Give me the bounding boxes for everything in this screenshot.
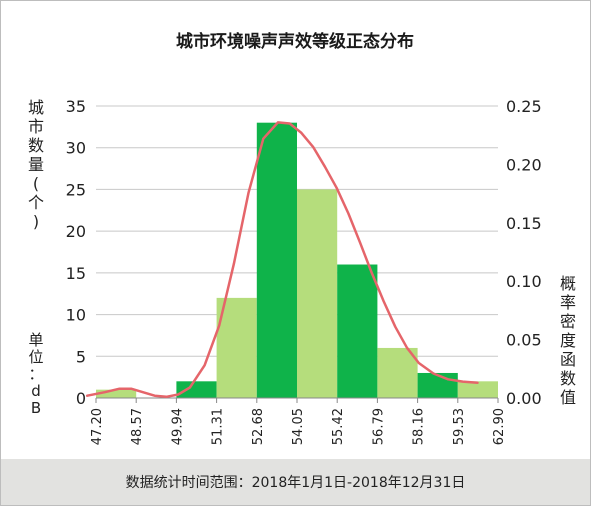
y-axis-left-label-char: 数 bbox=[28, 136, 44, 155]
x-tick-label: 62.90 bbox=[492, 408, 507, 445]
x-tick-label: 56.79 bbox=[371, 408, 386, 445]
y-tick-left-label: 0 bbox=[76, 389, 86, 408]
x-tick-label: 52.68 bbox=[251, 408, 266, 445]
y-tick-left-label: 5 bbox=[76, 347, 86, 366]
y-axis-right-label-char: 函 bbox=[560, 350, 576, 369]
y-tick-right-label: 0.15 bbox=[506, 214, 542, 233]
histogram-bar bbox=[176, 381, 217, 398]
histogram-bar bbox=[337, 264, 378, 398]
x-tick-label: 58.16 bbox=[412, 408, 427, 445]
y-tick-right-label: 0.25 bbox=[506, 97, 542, 116]
x-tick-label: 55.42 bbox=[331, 408, 346, 445]
chart-title: 城市环境噪声声效等级正态分布 bbox=[176, 31, 414, 52]
y-axis-right-label-char: 度 bbox=[560, 331, 576, 350]
y-axis-unit-label-char: B bbox=[31, 399, 41, 417]
y-axis-left-label-char: 量 bbox=[28, 155, 44, 174]
y-axis-right-label-char: 数 bbox=[560, 369, 576, 388]
y-tick-right-label: 0.10 bbox=[506, 272, 542, 291]
density-curve bbox=[85, 121, 479, 399]
y-axis-right-label-char: 密 bbox=[560, 312, 576, 331]
y-axis-unit-label-char: d bbox=[31, 382, 41, 400]
y-tick-left-label: 35 bbox=[66, 97, 86, 116]
y-axis-left-label-char: ) bbox=[33, 212, 39, 231]
y-axis-left-label-char: 城 bbox=[28, 98, 44, 117]
y-axis-right-label-char: 率 bbox=[560, 293, 576, 312]
y-axis-left-label-char: 市 bbox=[28, 117, 44, 136]
histogram-bar bbox=[256, 122, 297, 398]
histogram-bar bbox=[457, 381, 498, 398]
y-tick-left-label: 10 bbox=[66, 306, 86, 325]
x-tick-label: 54.05 bbox=[291, 408, 306, 445]
y-tick-left-label: 30 bbox=[66, 139, 86, 158]
chart-svg: 城市环境噪声声效等级正态分布城市数量(个)单位：dB概率密度函数值0510152… bbox=[28, 31, 576, 445]
x-tick-label: 47.20 bbox=[90, 408, 105, 445]
histogram-bar bbox=[377, 347, 418, 398]
y-tick-left-label: 25 bbox=[66, 180, 86, 199]
x-tick-label: 49.94 bbox=[170, 408, 185, 445]
histogram-bar bbox=[417, 372, 458, 398]
x-tick-label: 48.57 bbox=[130, 408, 145, 445]
footer-caption: 数据统计时间范围：2018年1月1日-2018年12月31日 bbox=[1, 459, 590, 505]
y-axis-right-label-char: 概 bbox=[560, 274, 576, 293]
x-tick-label: 51.31 bbox=[211, 408, 226, 445]
y-axis-unit-label-char: 位 bbox=[28, 348, 43, 366]
y-tick-right-label: 0.05 bbox=[506, 331, 542, 350]
y-axis-left-label-char: 个 bbox=[28, 193, 44, 212]
y-tick-right-label: 0.20 bbox=[506, 155, 542, 174]
y-axis-right-label-char: 值 bbox=[560, 388, 576, 407]
y-tick-right-label: 0.00 bbox=[506, 389, 542, 408]
histogram-bar bbox=[216, 297, 257, 398]
histogram-bar bbox=[297, 189, 338, 398]
y-axis-unit-label-char: 单 bbox=[28, 331, 43, 349]
y-axis-unit-label-char: ： bbox=[28, 365, 43, 383]
x-tick-label: 59.53 bbox=[452, 408, 467, 445]
y-tick-left-label: 15 bbox=[66, 264, 86, 283]
y-tick-left-label: 20 bbox=[66, 222, 86, 241]
y-axis-left-label-char: ( bbox=[33, 174, 39, 193]
histogram-bar bbox=[96, 389, 137, 398]
